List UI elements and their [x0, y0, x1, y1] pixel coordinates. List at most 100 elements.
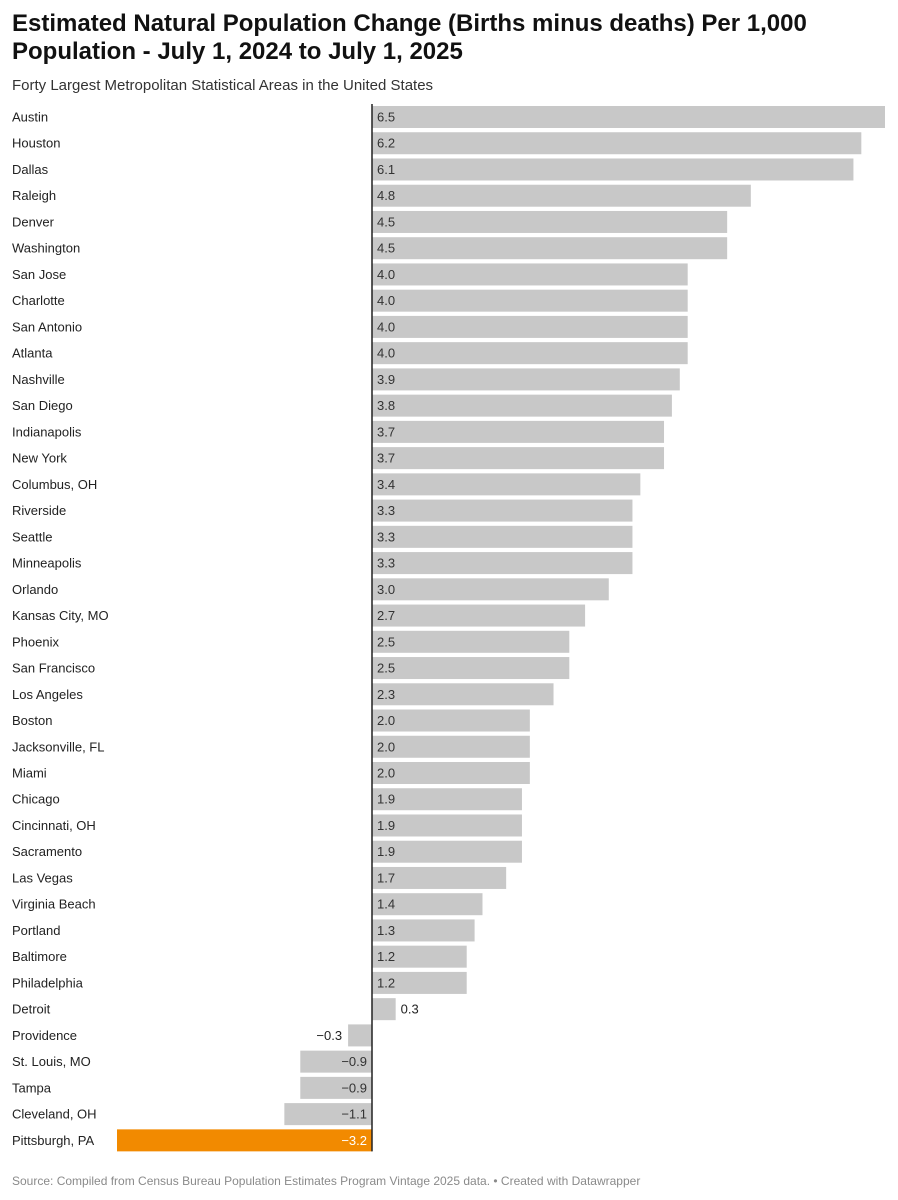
category-label-san-jose: San Jose — [12, 267, 66, 282]
value-label-seattle: 3.3 — [377, 529, 395, 544]
value-label-charlotte: 4.0 — [377, 293, 395, 308]
bar-seattle — [372, 525, 633, 548]
value-label-new-york: 3.7 — [377, 451, 395, 466]
bar-baltimore — [372, 945, 467, 968]
category-label-philadelphia: Philadelphia — [12, 975, 84, 990]
value-label-st-louis-mo: −0.9 — [341, 1054, 367, 1069]
value-label-phoenix: 2.5 — [377, 634, 395, 649]
value-label-san-jose: 4.0 — [377, 267, 395, 282]
bar-sacramento — [372, 840, 522, 863]
bar-tampa — [300, 1076, 372, 1099]
category-label-denver: Denver — [12, 214, 55, 229]
category-label-portland: Portland — [12, 923, 60, 938]
bar-orlando — [372, 578, 609, 601]
value-label-minneapolis: 3.3 — [377, 556, 395, 571]
bar-san-jose — [372, 263, 688, 286]
chart-title: Estimated Natural Population Change (Bir… — [12, 10, 807, 65]
value-label-las-vegas: 1.7 — [377, 870, 395, 885]
category-label-atlanta: Atlanta — [12, 346, 53, 361]
value-label-san-antonio: 4.0 — [377, 319, 395, 334]
value-label-jacksonville-fl: 2.0 — [377, 739, 395, 754]
chart-subtitle: Forty Largest Metropolitan Statistical A… — [12, 77, 434, 94]
category-label-seattle: Seattle — [12, 529, 52, 544]
category-label-cleveland-oh: Cleveland, OH — [12, 1107, 97, 1122]
bar-nashville — [372, 368, 680, 391]
value-label-san-diego: 3.8 — [377, 398, 395, 413]
bar-san-francisco — [372, 657, 570, 680]
value-label-tampa: −0.9 — [341, 1080, 367, 1095]
category-label-raleigh: Raleigh — [12, 188, 56, 203]
bar-miami — [372, 762, 530, 784]
category-label-san-antonio: San Antonio — [12, 319, 82, 334]
bar-san-diego — [372, 394, 672, 417]
category-label-minneapolis: Minneapolis — [12, 556, 82, 571]
value-label-providence: −0.3 — [316, 1028, 342, 1043]
bar-portland — [372, 919, 475, 942]
value-label-philadelphia: 1.2 — [377, 975, 395, 990]
bar-cleveland-oh — [284, 1103, 372, 1126]
category-label-dallas: Dallas — [12, 162, 49, 177]
category-label-charlotte: Charlotte — [12, 293, 65, 308]
source-note: Source: Compiled from Census Bureau Popu… — [12, 1174, 641, 1188]
category-label-jacksonville-fl: Jacksonville, FL — [12, 739, 104, 754]
category-label-boston: Boston — [12, 713, 52, 728]
bar-indianapolis — [372, 420, 665, 443]
category-label-pittsburgh-pa: Pittsburgh, PA — [12, 1133, 94, 1148]
bar-cincinnati-oh — [372, 814, 522, 837]
value-label-orlando: 3.0 — [377, 582, 395, 597]
value-label-washington: 4.5 — [377, 241, 395, 256]
bar-dallas — [372, 158, 854, 181]
bar-philadelphia — [372, 971, 467, 994]
category-label-nashville: Nashville — [12, 372, 65, 387]
category-label-washington: Washington — [12, 241, 80, 256]
bar-san-antonio — [372, 315, 688, 338]
value-label-denver: 4.5 — [377, 214, 395, 229]
category-label-detroit: Detroit — [12, 1002, 51, 1017]
bar-denver — [372, 210, 728, 233]
value-label-dallas: 6.1 — [377, 162, 395, 177]
value-label-detroit: 0.3 — [401, 1002, 419, 1017]
bar-kansas-city-mo — [372, 604, 586, 627]
category-label-miami: Miami — [12, 766, 47, 781]
bar-riverside — [372, 499, 633, 522]
bar-providence — [348, 1024, 372, 1047]
bar-washington — [372, 237, 728, 260]
category-label-indianapolis: Indianapolis — [12, 424, 82, 439]
value-label-raleigh: 4.8 — [377, 188, 395, 203]
bar-los-angeles — [372, 683, 554, 706]
category-label-new-york: New York — [12, 451, 67, 466]
bar-pittsburgh-pa — [117, 1129, 372, 1152]
value-label-atlanta: 4.0 — [377, 346, 395, 361]
bar-columbus-oh — [372, 473, 641, 496]
category-label-tampa: Tampa — [12, 1080, 52, 1095]
bar-houston — [372, 132, 862, 155]
bar-new-york — [372, 447, 665, 470]
value-label-cincinnati-oh: 1.9 — [377, 818, 395, 833]
bar-boston — [372, 709, 530, 732]
category-label-sacramento: Sacramento — [12, 844, 82, 859]
value-label-los-angeles: 2.3 — [377, 687, 395, 702]
category-label-houston: Houston — [12, 136, 60, 151]
value-label-virginia-beach: 1.4 — [377, 897, 395, 912]
category-label-columbus-oh: Columbus, OH — [12, 477, 97, 492]
category-label-san-francisco: San Francisco — [12, 661, 95, 676]
bar-chicago — [372, 788, 522, 811]
value-label-columbus-oh: 3.4 — [377, 477, 395, 492]
category-label-austin: Austin — [12, 110, 48, 125]
bar-st-louis-mo — [300, 1050, 372, 1073]
value-label-portland: 1.3 — [377, 923, 395, 938]
bar-chart: Austin 6.5 Houston 6.2 Dallas 6.1 Raleigh 4.8 De… — [12, 104, 885, 1152]
category-label-orlando: Orlando — [12, 582, 58, 597]
category-label-kansas-city-mo: Kansas City, MO — [12, 608, 109, 623]
value-label-baltimore: 1.2 — [377, 949, 395, 964]
value-label-riverside: 3.3 — [377, 503, 395, 518]
category-label-virginia-beach: Virginia Beach — [12, 897, 96, 912]
bar-virginia-beach — [372, 893, 483, 916]
category-label-chicago: Chicago — [12, 792, 60, 807]
bar-detroit — [372, 998, 396, 1021]
value-label-indianapolis: 3.7 — [377, 424, 395, 439]
category-label-providence: Providence — [12, 1028, 77, 1043]
bar-atlanta — [372, 342, 688, 365]
value-label-houston: 6.2 — [377, 136, 395, 151]
category-label-baltimore: Baltimore — [12, 949, 67, 964]
